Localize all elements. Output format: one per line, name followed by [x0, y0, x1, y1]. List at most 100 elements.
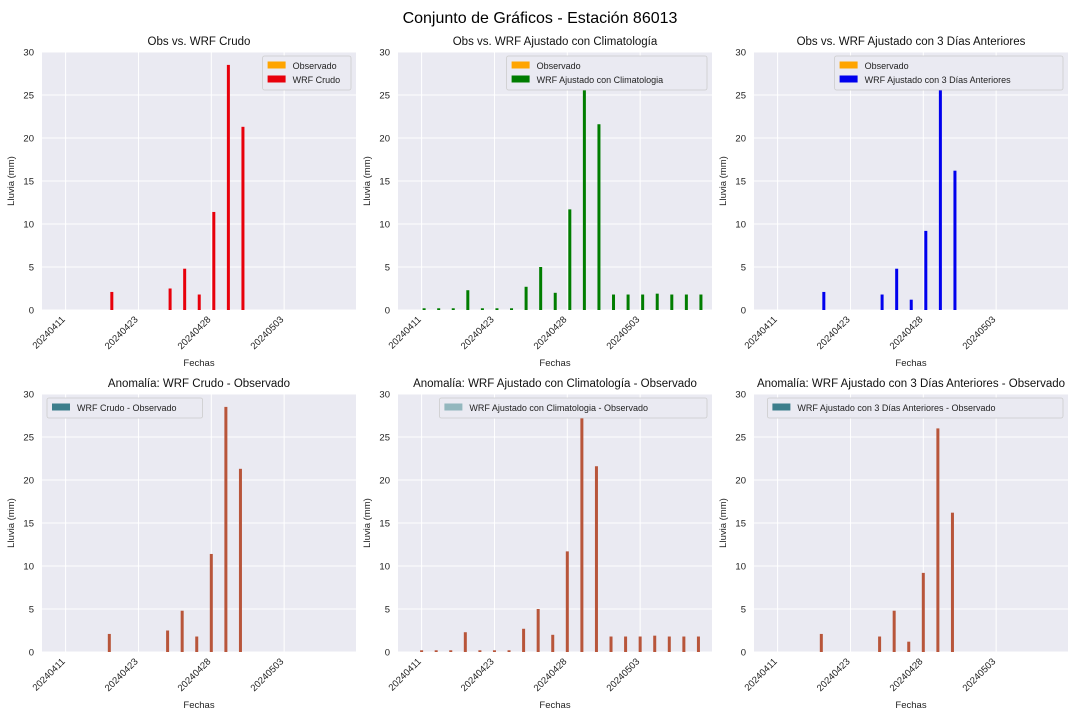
bar — [107, 633, 111, 652]
x-tick-label: 20240411 — [743, 314, 780, 351]
y-tick-label: 15 — [379, 177, 390, 188]
bar — [909, 299, 913, 310]
chart-title: Anomalía: WRF Crudo - Observado — [108, 378, 290, 390]
bar — [422, 308, 426, 310]
bar — [582, 64, 586, 310]
bar — [168, 288, 172, 310]
bar — [553, 292, 557, 310]
y-axis-label: Lluvia (mm) — [6, 498, 17, 548]
bar — [466, 290, 470, 310]
y-tick-label: 5 — [29, 263, 34, 274]
bar — [551, 634, 555, 652]
bar — [696, 636, 700, 652]
chart-panel-5: 0 5 10 15 20 25 30 20240411 20240423 20240428 2024… — [362, 378, 712, 711]
bar — [682, 636, 686, 652]
bar — [522, 628, 526, 652]
y-tick-label: 20 — [23, 476, 34, 487]
legend-label: Observado — [865, 61, 909, 71]
x-tick-label: 20240411 — [31, 656, 68, 693]
legend: Observado WRF Crudo — [262, 55, 352, 91]
x-tick-label: 20240503 — [605, 656, 643, 694]
x-axis-label: Fechas — [183, 358, 214, 369]
figure-title: Conjunto de Gráficos - Estación 86013 — [402, 10, 678, 27]
x-tick-label: 20240428 — [176, 314, 214, 352]
chart-panel-4: 0 5 10 15 20 25 30 20240411 20240423 20240428 2024… — [6, 378, 356, 711]
bar — [638, 636, 642, 652]
y-tick-label: 15 — [735, 177, 746, 188]
bar — [565, 551, 569, 652]
y-tick-label: 15 — [379, 519, 390, 530]
legend-box — [438, 397, 708, 419]
y-tick-label: 0 — [741, 306, 746, 317]
y-tick-label: 20 — [735, 476, 746, 487]
legend-box — [834, 55, 1064, 91]
bar — [478, 650, 482, 652]
bar — [819, 633, 823, 652]
bar — [822, 291, 826, 310]
bar — [539, 267, 543, 310]
x-tick-label: 20240423 — [815, 656, 853, 694]
bar — [463, 632, 467, 652]
y-tick-label: 15 — [23, 177, 34, 188]
bar — [641, 294, 645, 310]
y-tick-label: 25 — [735, 91, 746, 102]
y-tick-label: 20 — [735, 134, 746, 145]
x-tick-label: 20240503 — [961, 314, 999, 352]
legend-swatch — [444, 403, 463, 411]
legend-box — [767, 397, 1064, 419]
bar — [507, 650, 511, 652]
legend-label: WRF Ajustado con Climatologia — [537, 75, 664, 85]
chart-title: Anomalía: WRF Ajustado con Climatología … — [413, 378, 697, 390]
y-tick-label: 25 — [379, 433, 390, 444]
y-tick-label: 0 — [29, 648, 34, 659]
bar — [624, 636, 628, 652]
bar — [166, 630, 170, 652]
y-tick-label: 10 — [735, 220, 746, 231]
legend-label: WRF Crudo - Observado — [77, 403, 177, 413]
x-axis-label: Fechas — [539, 358, 570, 369]
legend-swatch — [267, 61, 286, 69]
legend-swatch — [52, 403, 70, 411]
legend-label: WRF Crudo — [293, 75, 341, 85]
bar — [183, 268, 187, 310]
bar — [950, 512, 954, 652]
x-tick-label: 20240411 — [387, 314, 424, 351]
bar — [451, 308, 455, 310]
x-axis-label: Fechas — [895, 358, 926, 369]
chart-panel-6: 0 5 10 15 20 25 30 20240411 20240423 20240428 2024… — [718, 378, 1068, 711]
y-tick-label: 0 — [385, 306, 390, 317]
bar — [437, 308, 441, 310]
y-tick-label: 30 — [379, 48, 390, 59]
legend-label: WRF Ajustado con 3 Días Anteriores — [865, 75, 1012, 85]
chart-title: Obs vs. WRF Ajustado con Climatología — [453, 36, 658, 48]
y-tick-label: 25 — [23, 91, 34, 102]
bar — [420, 650, 424, 652]
bar — [895, 268, 899, 310]
chart-title: Anomalía: WRF Ajustado con 3 Días Anteri… — [757, 378, 1065, 390]
legend-label: WRF Ajustado con Climatologia - Observad… — [469, 403, 648, 413]
y-tick-label: 5 — [29, 605, 34, 616]
y-tick-label: 10 — [735, 562, 746, 573]
y-tick-label: 25 — [23, 433, 34, 444]
chart-title: Obs vs. WRF Crudo — [148, 36, 251, 48]
y-tick-label: 5 — [385, 263, 390, 274]
y-tick-label: 30 — [379, 390, 390, 401]
legend-swatch — [839, 61, 858, 69]
bar — [536, 609, 540, 652]
bar — [670, 294, 674, 310]
legend: Observado WRF Ajustado con 3 Días Anterio… — [834, 55, 1064, 91]
bar — [907, 641, 911, 652]
chart-panel-2: 0 5 10 15 20 25 30 20240411 20240423 20240428 2024… — [362, 36, 712, 369]
bar — [212, 211, 216, 310]
x-tick-label: 20240411 — [387, 656, 424, 693]
y-tick-label: 0 — [385, 648, 390, 659]
x-tick-label: 20240423 — [815, 314, 853, 352]
bar — [878, 636, 882, 652]
bar — [921, 572, 925, 652]
legend-swatch — [267, 75, 286, 83]
bar — [197, 294, 201, 310]
y-tick-label: 25 — [379, 91, 390, 102]
bar — [180, 610, 184, 652]
x-tick-label: 20240428 — [532, 314, 570, 352]
y-tick-label: 20 — [379, 476, 390, 487]
